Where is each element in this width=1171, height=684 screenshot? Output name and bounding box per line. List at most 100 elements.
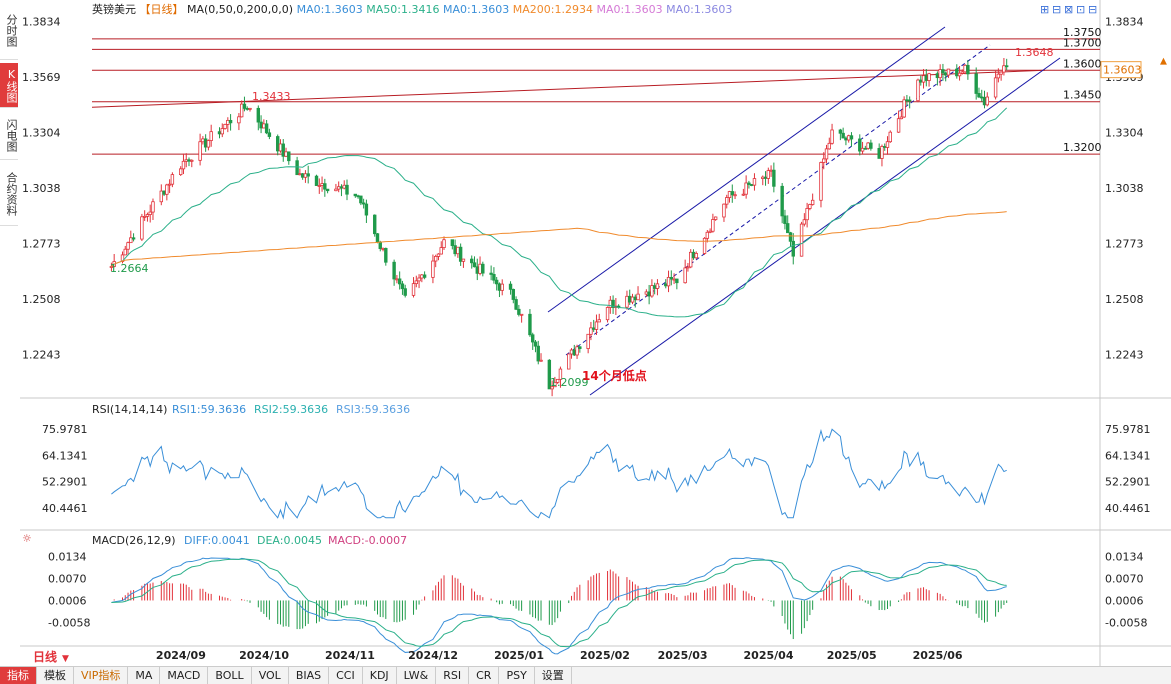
- macd-value: MACD:-0.0007: [328, 534, 407, 547]
- macd-diff: DIFF:0.0041: [184, 534, 250, 547]
- macd-diff-line: [111, 557, 1007, 655]
- candle-body: [300, 173, 305, 178]
- ma50-line: [111, 107, 1008, 318]
- candle-body: [325, 188, 330, 192]
- candle-body: [747, 182, 751, 185]
- candle-body: [863, 147, 868, 150]
- side-tab-2[interactable]: 闪电图: [0, 111, 18, 160]
- indicator-toolbar: 指标 模板 VIP指标 MA MACD BOLL VOL BIAS CCI KDJ LW& RSI CR…: [0, 666, 1171, 684]
- toolbar-icon-3: ⊡: [1076, 3, 1085, 16]
- candle-body: [791, 240, 795, 257]
- candle-body: [572, 349, 576, 356]
- candle-body: [866, 142, 870, 149]
- toolbar-item-1[interactable]: 模板: [37, 667, 74, 684]
- candle-body: [414, 280, 418, 285]
- current-price-label: 1.3603: [1103, 64, 1142, 77]
- macd-tick-left: 0.0134: [48, 550, 87, 563]
- candle-body: [336, 186, 341, 190]
- toolbar-item-10[interactable]: LW&: [397, 667, 437, 684]
- candle-body: [824, 148, 829, 160]
- time-tick: 2024/09: [156, 649, 206, 662]
- ma-params: MA(0,50,0,200,0,0): [187, 3, 293, 16]
- candle-body: [819, 162, 823, 201]
- candle-body: [436, 253, 441, 257]
- toolbar-item-5[interactable]: BOLL: [208, 667, 252, 684]
- toolbar-item-13[interactable]: PSY: [499, 667, 535, 684]
- price-tick-right: 1.3038: [1105, 182, 1144, 195]
- candle-body: [982, 97, 987, 106]
- candle-body: [683, 267, 687, 284]
- candle-body: [869, 142, 873, 149]
- candle-body: [531, 334, 535, 343]
- toolbar-item-11[interactable]: RSI: [436, 667, 470, 684]
- candle-body: [151, 201, 155, 213]
- ma-value-5: MA0:1.3603: [666, 3, 732, 16]
- candle-body: [239, 103, 244, 118]
- candle-body: [361, 202, 366, 205]
- side-tab-1[interactable]: K线图: [0, 63, 18, 108]
- candle-body: [944, 72, 948, 76]
- candle-body: [539, 359, 543, 362]
- rsi-title: RSI(14,14,14): [92, 403, 167, 416]
- candle-body: [966, 64, 970, 75]
- candle-body: [744, 182, 748, 195]
- candle-body: [675, 278, 679, 284]
- candle-body: [827, 142, 831, 150]
- candle-body: [594, 321, 599, 330]
- candle-body: [481, 263, 485, 274]
- toolbar-item-3[interactable]: MA: [128, 667, 161, 684]
- candle-body: [159, 190, 163, 203]
- price-tick-left: 1.2243: [22, 349, 61, 362]
- price-tick-left: 1.3038: [22, 182, 61, 195]
- toolbar-item-6[interactable]: VOL: [252, 667, 289, 684]
- candle-body: [725, 197, 729, 205]
- candle-body: [456, 246, 460, 255]
- candle-body: [264, 123, 269, 134]
- time-tick: 2025/05: [827, 649, 877, 662]
- candle-body: [711, 219, 715, 232]
- side-tab-0[interactable]: 分时图: [0, 2, 18, 60]
- macd-tick-left: -0.0058: [48, 616, 90, 629]
- candle-body: [170, 174, 175, 185]
- period-button: 日线: [33, 649, 57, 664]
- candle-body: [838, 129, 843, 134]
- candle-body: [993, 77, 998, 98]
- toolbar-item-2[interactable]: VIP指标: [74, 667, 129, 684]
- candle-body: [420, 274, 424, 279]
- candle-body: [162, 190, 166, 195]
- side-tab-3[interactable]: 合约资料: [0, 163, 18, 226]
- candle-body: [919, 79, 923, 83]
- candle-body: [206, 140, 211, 148]
- toolbar-item-9[interactable]: KDJ: [363, 667, 397, 684]
- candle-body: [846, 135, 851, 141]
- toolbar-item-0[interactable]: 指标: [0, 667, 37, 684]
- toolbar-item-12[interactable]: CR: [469, 667, 500, 684]
- toolbar-item-8[interactable]: CCI: [329, 667, 363, 684]
- candle-body: [946, 68, 951, 76]
- ma200-line: [111, 211, 1007, 267]
- candle-body: [276, 136, 280, 152]
- candle-body: [916, 79, 920, 102]
- candles: [109, 57, 1009, 397]
- toolbar-item-4[interactable]: MACD: [160, 667, 209, 684]
- candle-body: [555, 378, 560, 383]
- toolbar-item-14[interactable]: 设置: [535, 667, 572, 684]
- candle-body: [226, 119, 230, 125]
- candle-body: [223, 123, 227, 129]
- candle-body: [553, 381, 557, 388]
- candle-body: [589, 327, 593, 335]
- candle-body: [664, 283, 668, 287]
- toolbar-item-7[interactable]: BIAS: [289, 667, 330, 684]
- candle-body: [558, 368, 563, 380]
- chart-canvas[interactable]: 英镑美元 【日线】 MA(0,50,0,200,0,0) MA0:1.3603 …: [0, 0, 1171, 666]
- candle-body: [927, 73, 931, 81]
- level-label: 1.3450: [1063, 89, 1102, 102]
- candle-body: [822, 158, 826, 163]
- rsi-tick-right: 75.9781: [1105, 423, 1151, 436]
- candle-body: [126, 242, 130, 250]
- candle-body: [830, 129, 834, 144]
- candle-body: [650, 285, 654, 297]
- candle-body: [586, 333, 590, 349]
- candle-body: [514, 299, 518, 310]
- candle-body: [689, 251, 693, 268]
